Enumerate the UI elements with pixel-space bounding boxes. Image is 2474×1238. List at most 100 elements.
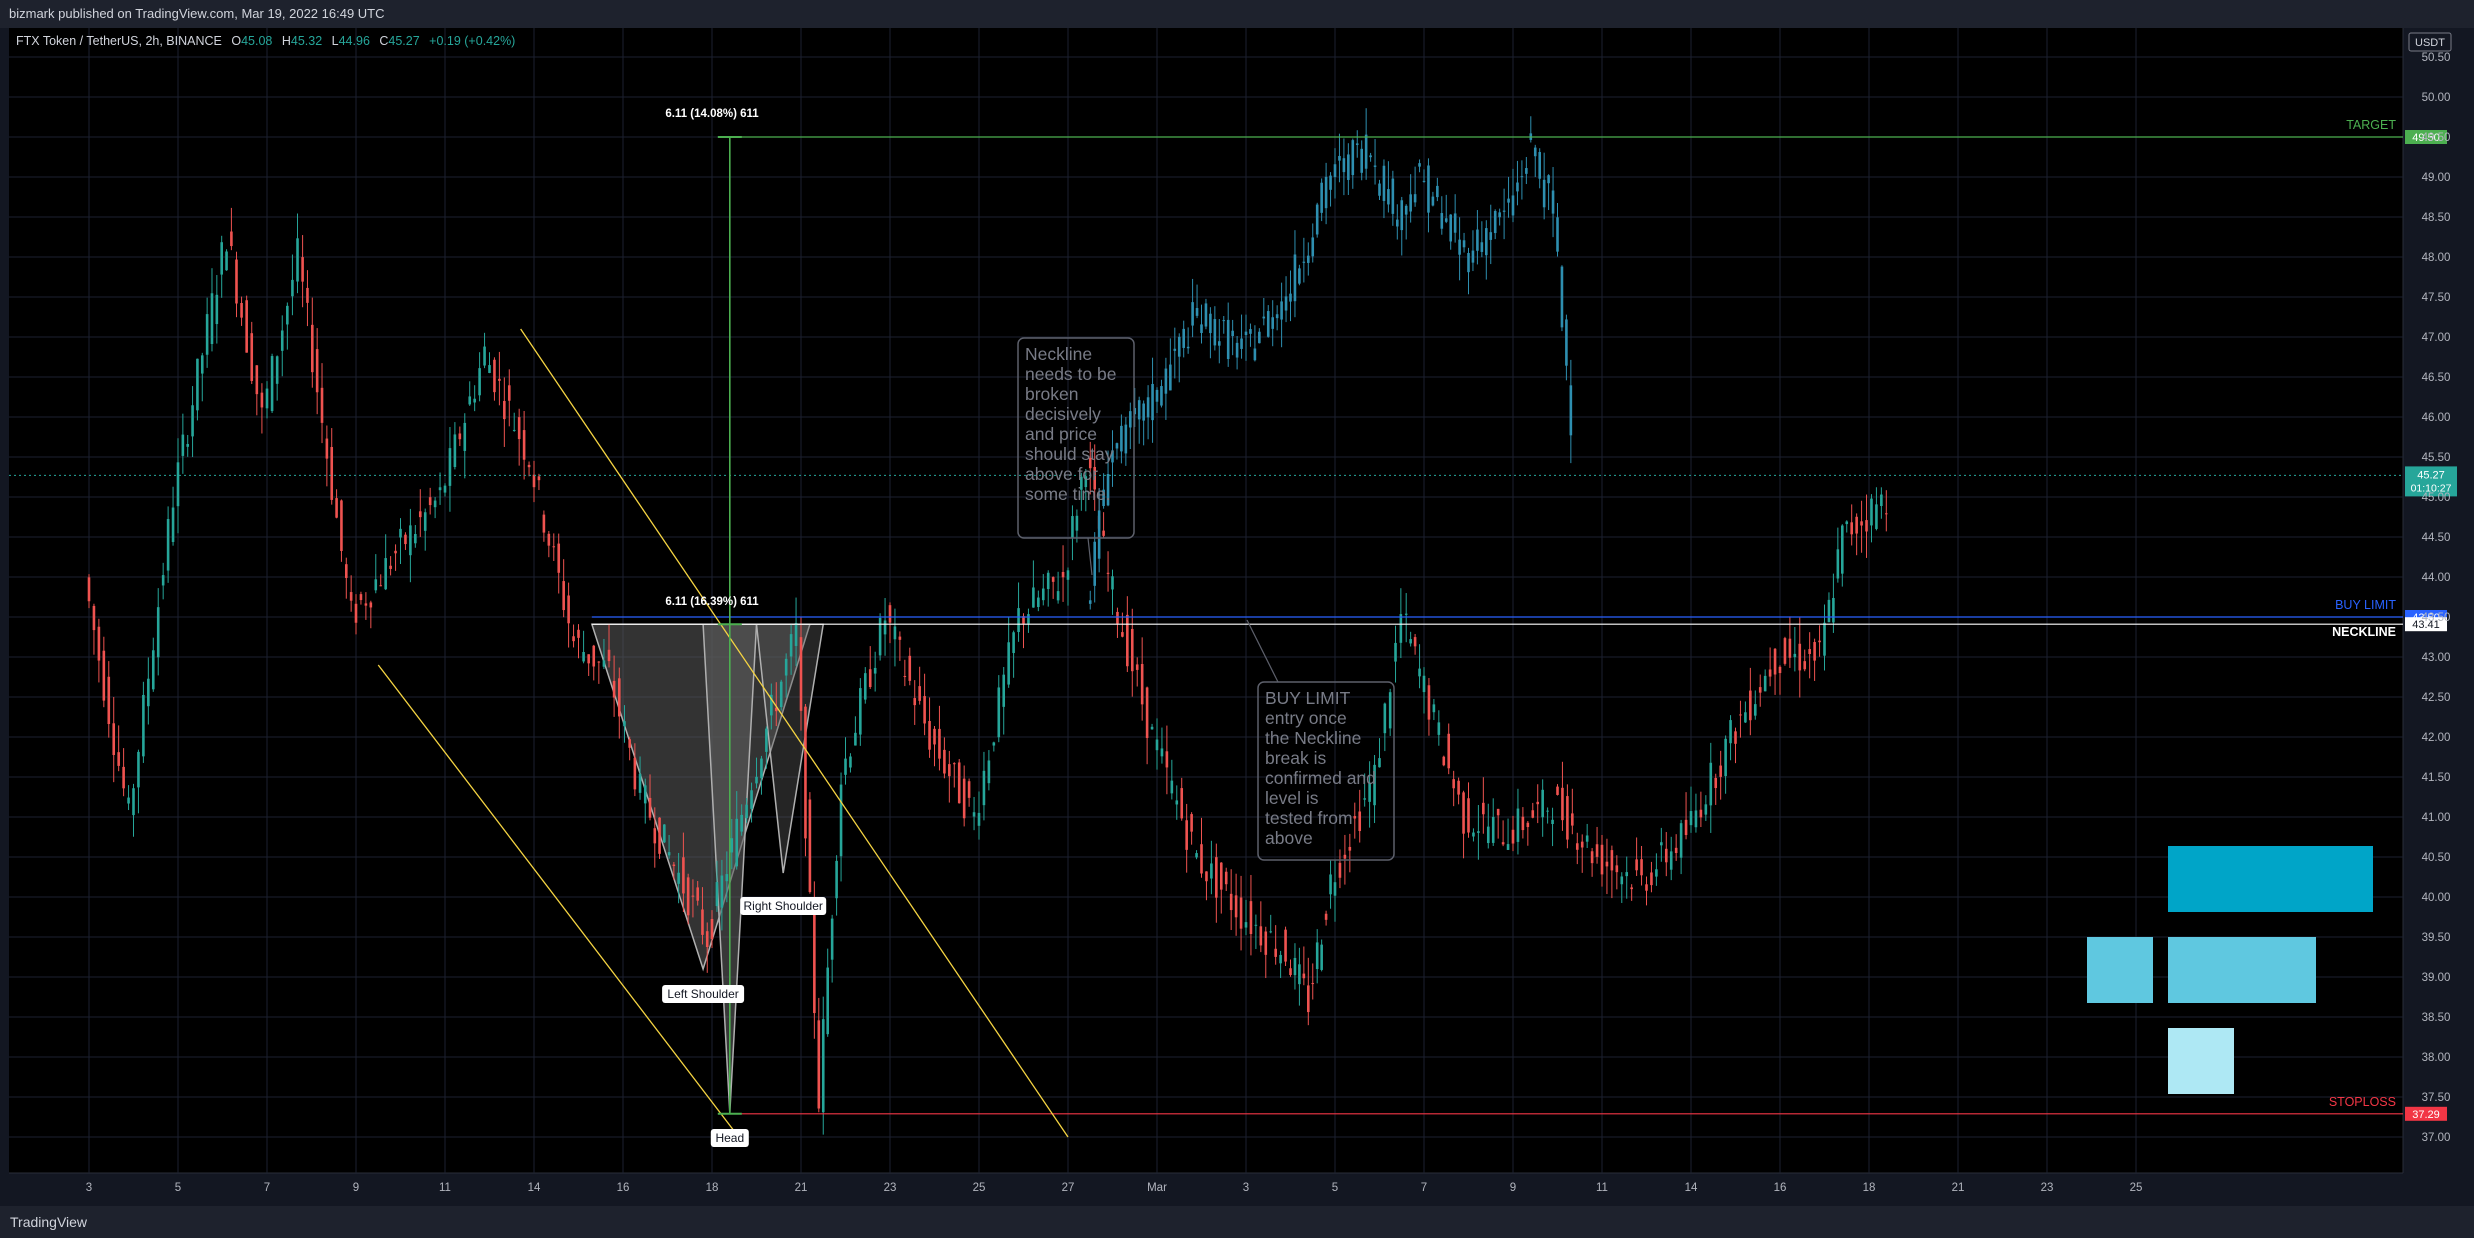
candle-body <box>1551 819 1554 824</box>
candle-body <box>617 678 621 717</box>
candle-body <box>1860 521 1863 526</box>
projected-candle-body <box>1565 319 1568 366</box>
candle-body <box>1274 948 1277 957</box>
publisher-bar: bizmark published on TradingView.com, Ma… <box>0 0 2474 28</box>
projected-candle-body <box>1480 242 1484 252</box>
candle-body <box>938 728 941 759</box>
candle-body <box>1620 876 1624 885</box>
projected-candle-body <box>1525 168 1528 174</box>
projected-candle-body <box>1347 154 1350 180</box>
candle-body <box>1432 704 1436 713</box>
candle-body <box>1870 498 1873 526</box>
logo-block <box>2168 937 2316 1003</box>
projected-candle-body <box>1298 268 1301 284</box>
callout-text: BUY LIMIT entry once the Neckline break is c… <box>1265 688 1376 848</box>
candle-body <box>648 797 652 818</box>
candle-body <box>701 909 704 935</box>
ohlc-legend: FTX Token / TetherUS, 2h, BINANCE O45.08… <box>16 34 515 48</box>
candle-body <box>923 696 926 724</box>
projected-candle-body <box>1213 319 1217 346</box>
candle-body <box>918 686 921 701</box>
projected-candle-body <box>1249 329 1252 334</box>
last-price-value: 45.27 <box>2417 469 2445 481</box>
candle-body <box>512 429 516 431</box>
candle-body <box>142 694 145 757</box>
candle-body <box>1605 861 1609 867</box>
legend-low: 44.96 <box>339 34 370 48</box>
candle-body <box>1526 822 1530 828</box>
projected-candle-body <box>1258 331 1261 344</box>
candle-body <box>913 698 917 706</box>
currency-badge[interactable]: USDT <box>2408 32 2452 52</box>
candle-body <box>987 760 991 784</box>
projected-candle-body <box>1320 182 1323 213</box>
projected-candle-body <box>1462 240 1466 248</box>
candle-body <box>220 242 223 275</box>
x-tick-label: 5 <box>175 1182 181 1194</box>
candle-body <box>883 620 887 635</box>
callout-line: decisively <box>1025 404 1101 424</box>
candle-body <box>1343 854 1347 859</box>
time-axis[interactable]: 3 5 7 9 11 14 16 18 21 23 25 27 Mar 3 5 7 9 11 14 16 18 21 23 2… <box>86 1182 2143 1194</box>
candle-body <box>1324 913 1328 920</box>
candle-body <box>478 368 481 396</box>
projected-candle-body <box>1097 510 1101 559</box>
candle-body <box>517 417 521 440</box>
callout-line: broken <box>1025 384 1079 404</box>
y-tick-label: 41.00 <box>2422 812 2451 824</box>
candle-body <box>1724 738 1727 777</box>
candle-body <box>799 637 803 711</box>
pattern-label: Head <box>715 1131 744 1145</box>
projected-candle-body <box>1302 261 1306 263</box>
candle-body <box>275 356 279 384</box>
candle-body <box>1155 739 1159 751</box>
candle-body <box>1075 515 1079 531</box>
x-tick-label: 18 <box>706 1182 719 1194</box>
projected-candle-body <box>1338 155 1341 161</box>
projected-candle-body <box>1409 194 1412 212</box>
candle-body <box>1501 842 1505 845</box>
candle-body <box>315 349 319 393</box>
legend-symbol: FTX Token / TetherUS, 2h, BINANCE <box>16 34 222 48</box>
projected-candle-body <box>1226 319 1230 359</box>
x-tick-label: 5 <box>1332 1182 1338 1194</box>
projected-candle-body <box>1373 165 1377 167</box>
candle-body <box>270 356 274 412</box>
candle-body <box>957 762 961 804</box>
projected-candle-body <box>1485 228 1488 256</box>
candle-body <box>1803 661 1807 670</box>
candle-body <box>1452 779 1455 789</box>
projected-candle-body <box>1444 218 1448 222</box>
projected-candle-body <box>1476 229 1479 251</box>
candle-body <box>349 592 353 601</box>
candle-body <box>291 279 294 297</box>
y-tick-label: 37.00 <box>2422 1132 2451 1144</box>
candle-body <box>399 528 402 538</box>
candle-body <box>1102 530 1105 536</box>
wedge-upper-line <box>520 328 1069 1138</box>
x-tick-label: 27 <box>1062 1182 1075 1194</box>
candle-body <box>745 804 748 819</box>
y-tick-label: 48.50 <box>2422 212 2451 224</box>
y-tick-label: 38.50 <box>2422 1012 2451 1024</box>
callout-line: Neckline <box>1025 344 1092 364</box>
price-axis[interactable]: 50.50 50.00 49.50 49.00 48.50 48.00 47.50 47.00… <box>2422 52 2451 1144</box>
candle-body <box>117 752 120 766</box>
candle-body <box>296 238 299 282</box>
candle-body <box>893 626 897 640</box>
candle-body <box>873 667 877 674</box>
candle-body <box>1071 516 1074 539</box>
projected-candle-body <box>1106 474 1110 506</box>
candle-body <box>1753 704 1757 716</box>
candle-body <box>1315 942 1319 970</box>
tradingview-logo: TradingView <box>10 1214 88 1230</box>
candle-body <box>1093 466 1096 490</box>
callout-line: above <box>1265 828 1313 848</box>
candle-body <box>1399 614 1403 643</box>
level-label: TARGET <box>2346 118 2396 132</box>
candle-body <box>1320 944 1323 970</box>
candle-body <box>1541 789 1544 818</box>
candle-body <box>122 766 125 789</box>
projected-candle-body <box>1129 411 1132 428</box>
